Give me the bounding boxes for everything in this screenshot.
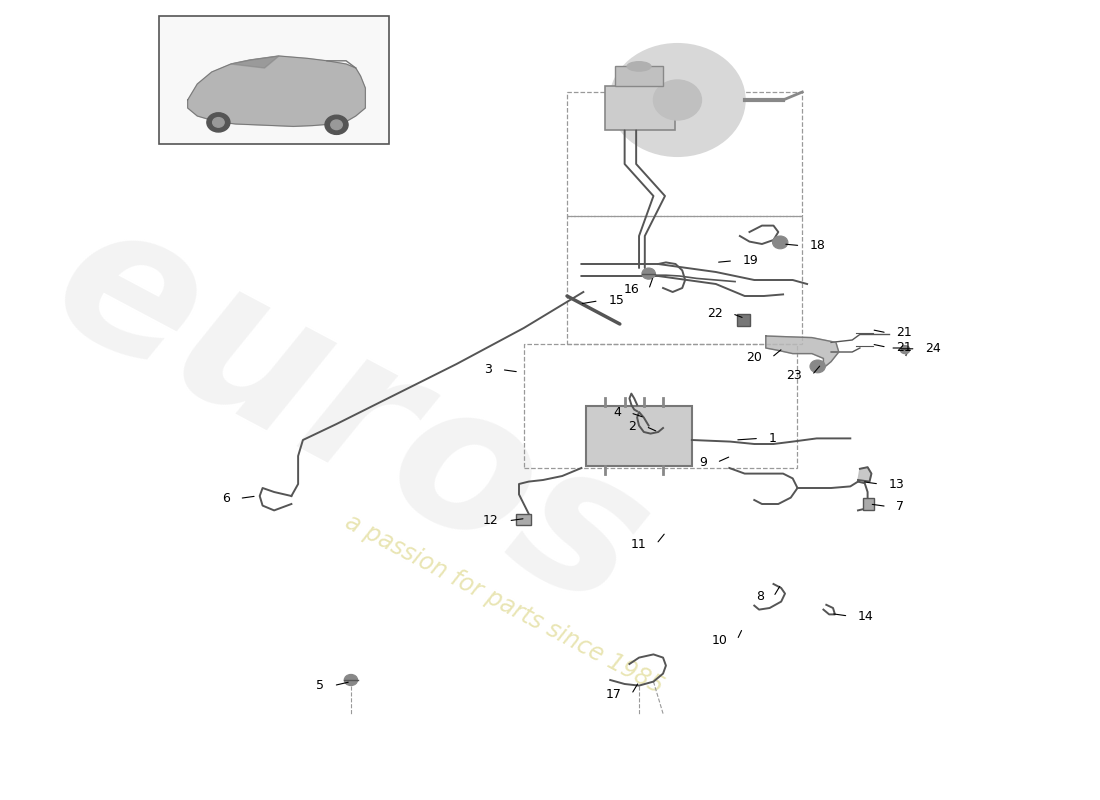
Text: 10: 10 (712, 634, 727, 646)
Bar (862, 498, 874, 510)
Bar (566, 216, 802, 344)
Text: 9: 9 (700, 456, 707, 469)
Text: 17: 17 (606, 688, 621, 701)
Bar (737, 314, 750, 326)
Circle shape (900, 346, 910, 354)
Bar (516, 514, 531, 525)
Text: 13: 13 (889, 478, 904, 490)
Text: 24: 24 (925, 342, 940, 355)
Bar (158, 16, 389, 144)
Polygon shape (231, 56, 279, 68)
Bar (586, 406, 692, 466)
Text: 22: 22 (707, 307, 723, 320)
Circle shape (324, 115, 348, 134)
Polygon shape (858, 467, 871, 482)
Text: 5: 5 (316, 679, 324, 692)
Bar (605, 86, 674, 130)
Text: 14: 14 (858, 610, 873, 622)
Text: 16: 16 (624, 283, 639, 296)
Circle shape (207, 113, 230, 132)
Text: 15: 15 (608, 294, 624, 307)
Text: 11: 11 (631, 538, 647, 550)
Bar (566, 92, 802, 216)
Circle shape (212, 118, 224, 127)
Bar (615, 66, 663, 86)
Text: 3: 3 (484, 363, 492, 376)
Polygon shape (766, 336, 839, 368)
Circle shape (772, 236, 788, 249)
Ellipse shape (627, 62, 651, 71)
Circle shape (344, 674, 358, 686)
Text: 4: 4 (613, 406, 620, 419)
Text: 19: 19 (742, 254, 759, 267)
Text: 6: 6 (222, 492, 230, 505)
Polygon shape (188, 56, 365, 126)
Text: 1: 1 (769, 432, 777, 445)
Text: 8: 8 (756, 590, 763, 603)
Text: 21: 21 (896, 341, 912, 354)
Text: 20: 20 (746, 351, 762, 364)
Text: euros: euros (24, 180, 679, 652)
Circle shape (810, 360, 825, 373)
Text: 21: 21 (896, 326, 912, 339)
Circle shape (331, 120, 342, 130)
Text: 2: 2 (628, 420, 636, 433)
Text: 23: 23 (786, 369, 802, 382)
Text: 7: 7 (896, 500, 904, 513)
Bar (524, 344, 798, 468)
Circle shape (610, 44, 745, 156)
Circle shape (653, 80, 702, 120)
Circle shape (642, 268, 656, 279)
Text: 12: 12 (483, 514, 498, 527)
Text: a passion for parts since 1985: a passion for parts since 1985 (341, 510, 668, 698)
Text: 18: 18 (810, 239, 826, 252)
